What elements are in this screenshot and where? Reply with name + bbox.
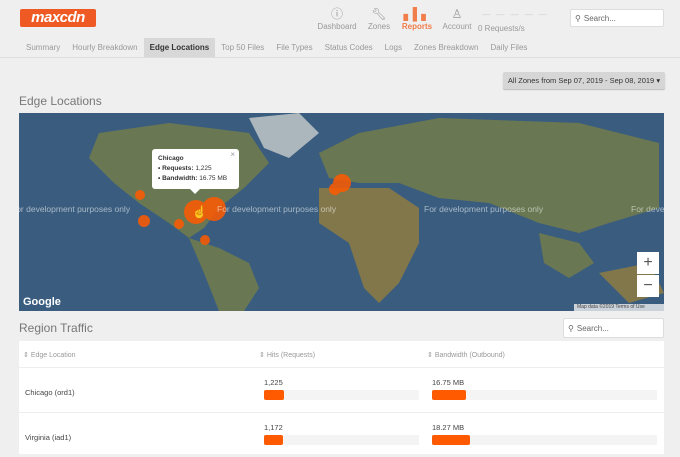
watermark: For development purposes only bbox=[217, 204, 337, 214]
search-icon: ⚲ bbox=[568, 323, 574, 333]
hits-value: 1,172 bbox=[264, 423, 283, 432]
header-search-input[interactable]: ⚲ Search... bbox=[570, 9, 664, 27]
search-placeholder: Search... bbox=[576, 323, 609, 333]
bandwidth-value: 16.75 MB bbox=[432, 378, 465, 387]
column-bandwidth[interactable]: ⇕ Bandwidth (Outbound) bbox=[427, 352, 505, 359]
edge-locations-title: Edge Locations bbox=[19, 94, 102, 108]
bandwidth-value: 18.27 MB bbox=[432, 423, 465, 432]
region-traffic-title: Region Traffic bbox=[19, 321, 93, 335]
nav-reports[interactable]: ▖▌▖ Reports bbox=[400, 6, 434, 31]
tab-zones-breakdown[interactable]: Zones Breakdown bbox=[414, 43, 479, 52]
wrench-icon: 🔧︎ bbox=[371, 7, 387, 21]
watermark: For development purposes only bbox=[19, 204, 131, 214]
nav-account[interactable]: ♙ Account bbox=[440, 6, 474, 31]
nav-label: Zones bbox=[367, 22, 391, 31]
tooltip-city: Chicago bbox=[158, 155, 184, 162]
hits-bar bbox=[264, 390, 285, 400]
column-label: Hits (Requests) bbox=[266, 352, 316, 359]
report-tabs: Summary Hourly Breakdown Edge Locations … bbox=[0, 38, 680, 58]
edge-location-name: Virginia (iad1) bbox=[25, 433, 72, 442]
hits-bar bbox=[264, 435, 284, 445]
info-icon: ⓘ bbox=[330, 7, 343, 21]
edge-locations-map[interactable]: For development purposes only For develo… bbox=[19, 113, 664, 311]
nav-label: Dashboard bbox=[317, 22, 357, 31]
bandwidth-bar bbox=[432, 435, 471, 445]
terms-link[interactable]: Terms of Use bbox=[615, 304, 645, 310]
tab-edge-locations[interactable]: Edge Locations bbox=[143, 38, 216, 57]
bandwidth-bar-track bbox=[432, 390, 657, 400]
tooltip-requests-label: • Requests: bbox=[158, 165, 194, 172]
region-search-input[interactable]: ⚲ Search... bbox=[563, 318, 664, 338]
user-icon: ♙ bbox=[451, 7, 463, 21]
chicago-tooltip: Chicago • Requests: 1,225 • Bandwidth: 1… bbox=[152, 149, 239, 194]
search-icon: ⚲ bbox=[575, 13, 581, 23]
watermark: For development purposes only bbox=[631, 204, 664, 214]
date-range-dropdown[interactable]: All Zones from Sep 07, 2019 - Sep 08, 20… bbox=[503, 72, 665, 89]
nav-label: Reports bbox=[401, 22, 433, 31]
maxcdn-logo[interactable]: maxcdn bbox=[20, 9, 96, 27]
tab-daily-files[interactable]: Daily Files bbox=[490, 43, 528, 52]
tab-logs[interactable]: Logs bbox=[384, 43, 403, 52]
zoom-in-button[interactable]: + bbox=[637, 252, 659, 274]
column-edge-location[interactable]: ⇕ Edge Location bbox=[23, 352, 76, 359]
nav-dashboard[interactable]: ⓘ Dashboard bbox=[316, 6, 358, 31]
table-row[interactable]: Virginia (iad1) 1,172 18.27 MB bbox=[19, 412, 664, 457]
nav-zones[interactable]: 🔧︎ Zones bbox=[364, 6, 394, 31]
tooltip-bandwidth: 16.75 MB bbox=[199, 175, 228, 182]
watermark: For development purposes only bbox=[424, 204, 544, 214]
table-row[interactable]: Chicago (ord1) 1,225 16.75 MB bbox=[19, 367, 664, 412]
column-label: Bandwidth (Outbound) bbox=[434, 352, 505, 359]
tab-summary[interactable]: Summary bbox=[26, 43, 61, 52]
hits-bar-track bbox=[264, 390, 419, 400]
tab-hourly-breakdown[interactable]: Hourly Breakdown bbox=[72, 43, 138, 52]
bar-chart-icon: ▖▌▖ bbox=[403, 7, 431, 21]
hand-cursor-icon: ☝ bbox=[192, 205, 207, 219]
column-hits[interactable]: ⇕ Hits (Requests) bbox=[259, 352, 316, 359]
requests-per-second: 0 Requests/s bbox=[478, 24, 525, 33]
zoom-out-button[interactable]: − bbox=[637, 275, 659, 297]
hits-bar-track bbox=[264, 435, 419, 445]
map-attribution: Map data ©2019 Terms of Use bbox=[574, 304, 664, 311]
hits-value: 1,225 bbox=[264, 378, 283, 387]
region-traffic-table: ⇕ Edge Location ⇕ Hits (Requests) ⇕ Band… bbox=[19, 341, 664, 454]
bandwidth-bar bbox=[432, 390, 466, 400]
tab-status-codes[interactable]: Status Codes bbox=[324, 43, 373, 52]
requests-sparkline: — — — — — bbox=[482, 10, 549, 19]
traffic-bubbles bbox=[135, 174, 351, 245]
edge-location-name: Chicago (ord1) bbox=[25, 388, 75, 397]
tooltip-requests: 1,225 bbox=[195, 165, 212, 172]
map-data-text: Map data ©2019 bbox=[577, 304, 615, 310]
tab-file-types[interactable]: File Types bbox=[276, 43, 313, 52]
close-icon[interactable]: × bbox=[230, 150, 235, 159]
nav-label: Account bbox=[442, 22, 472, 31]
google-logo: Google bbox=[23, 296, 61, 308]
column-label: Edge Location bbox=[30, 352, 76, 359]
tab-top-50-files[interactable]: Top 50 Files bbox=[221, 43, 265, 52]
bandwidth-bar-track bbox=[432, 435, 657, 445]
search-placeholder: Search... bbox=[583, 13, 616, 23]
tooltip-bandwidth-label: • Bandwidth: bbox=[158, 175, 198, 182]
